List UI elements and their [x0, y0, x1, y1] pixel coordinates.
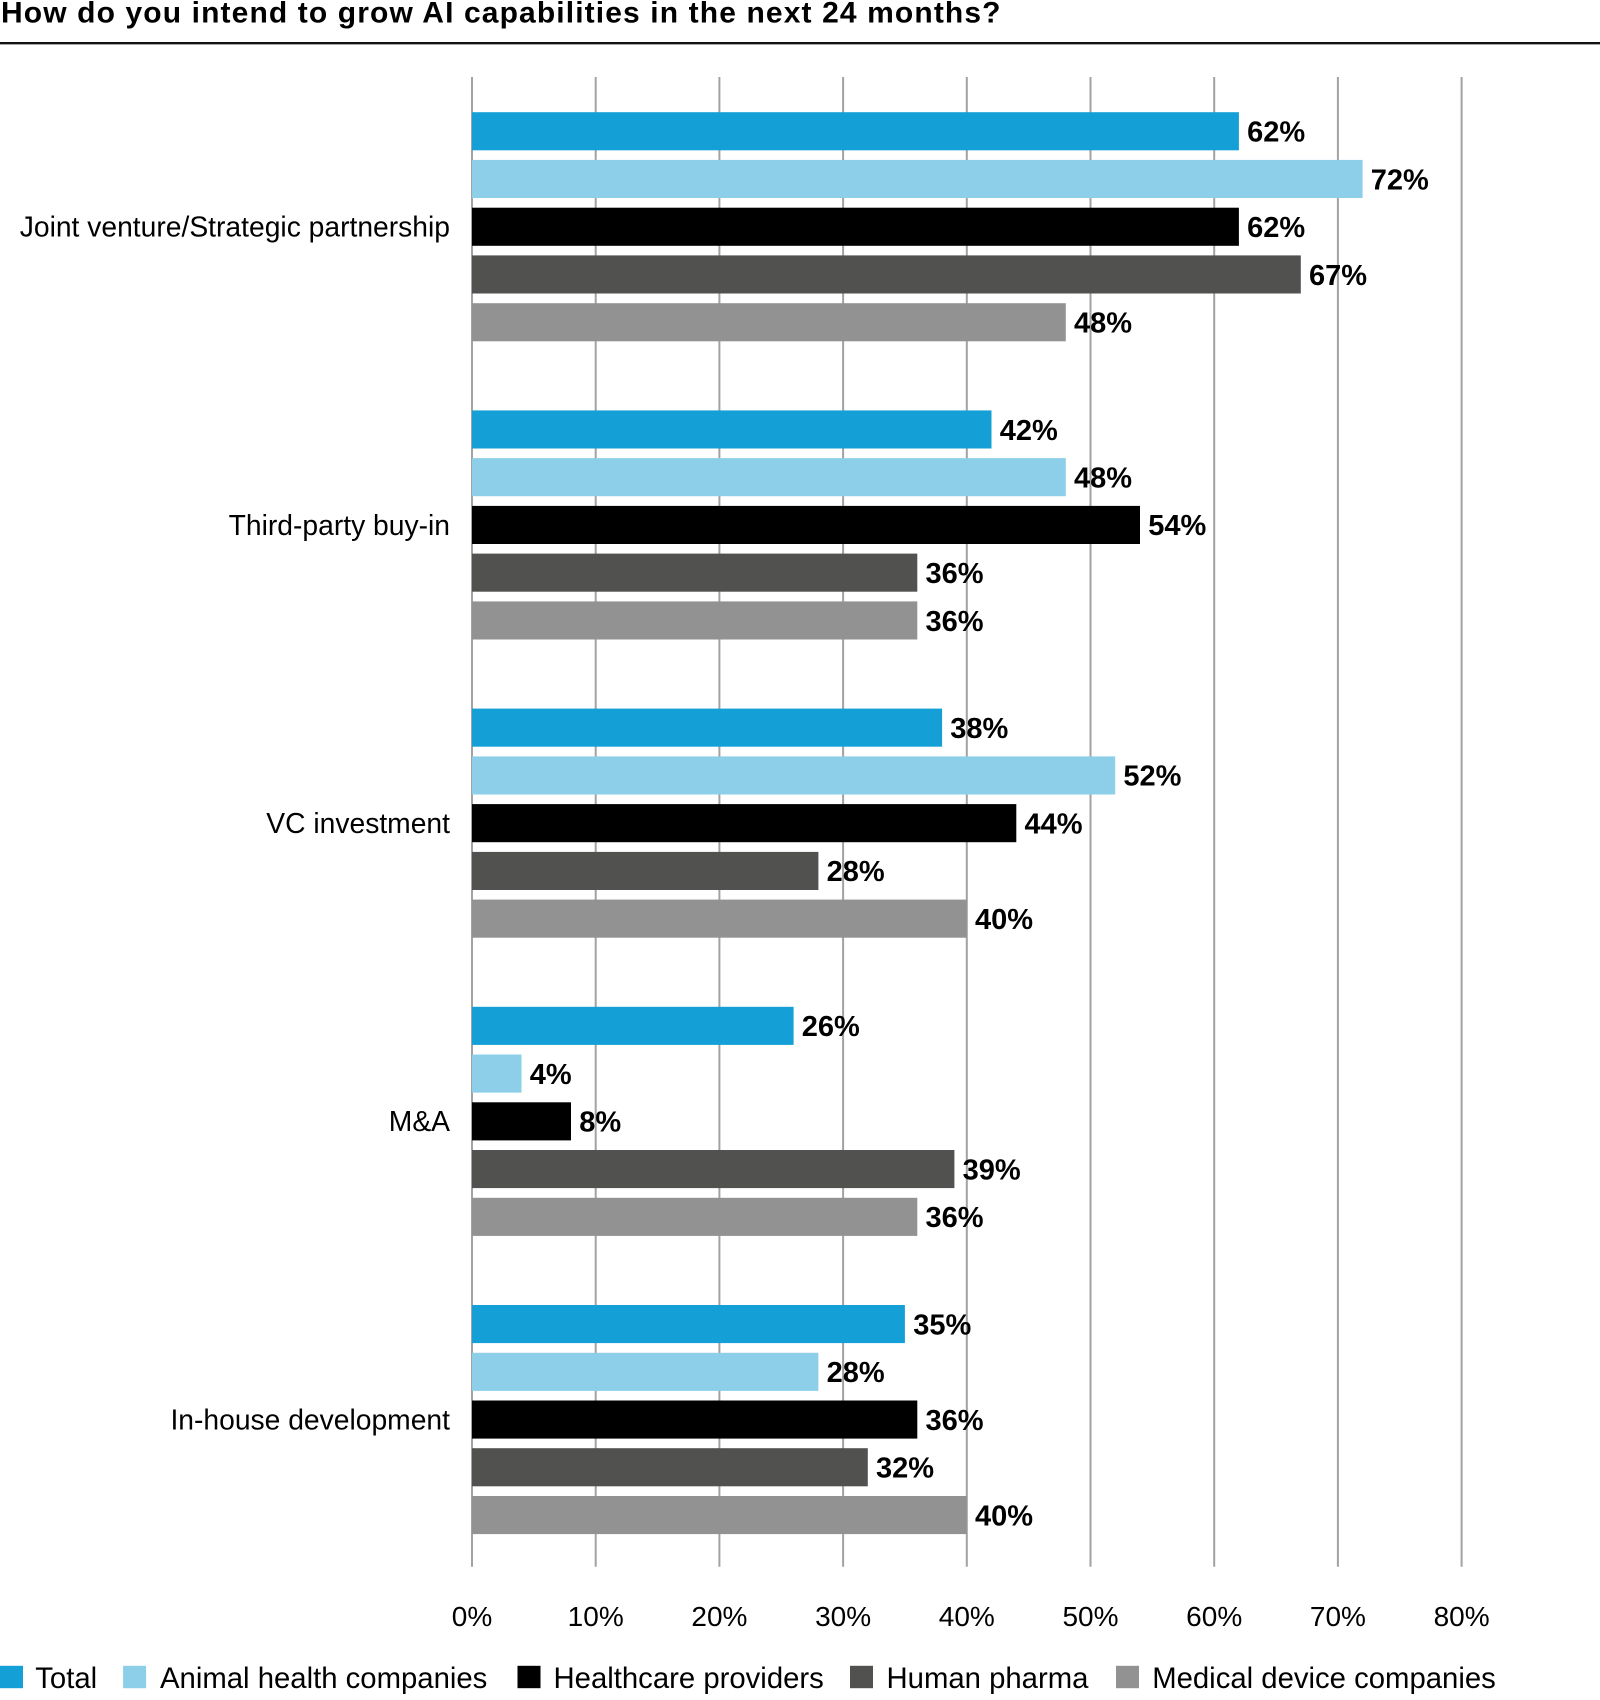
- svg-text:32%: 32%: [876, 1453, 934, 1485]
- svg-text:48%: 48%: [1074, 463, 1132, 495]
- svg-text:40%: 40%: [975, 1500, 1033, 1532]
- svg-text:72%: 72%: [1371, 164, 1429, 196]
- svg-text:62%: 62%: [1247, 212, 1305, 244]
- svg-text:60%: 60%: [1186, 1601, 1242, 1632]
- svg-text:30%: 30%: [815, 1601, 871, 1632]
- svg-text:How do you intend to grow AI c: How do you intend to grow AI capabilitie…: [1, 0, 1002, 29]
- svg-text:40%: 40%: [975, 904, 1033, 936]
- svg-text:38%: 38%: [950, 713, 1008, 745]
- svg-text:36%: 36%: [926, 606, 984, 638]
- svg-text:Healthcare providers: Healthcare providers: [554, 1662, 824, 1695]
- svg-text:Total: Total: [35, 1662, 97, 1695]
- svg-text:8%: 8%: [579, 1107, 621, 1139]
- svg-text:39%: 39%: [963, 1154, 1021, 1186]
- svg-text:Third-party buy-in: Third-party buy-in: [229, 509, 450, 541]
- svg-text:Animal health companies: Animal health companies: [160, 1662, 487, 1695]
- svg-text:70%: 70%: [1310, 1601, 1366, 1632]
- svg-text:35%: 35%: [913, 1309, 971, 1341]
- svg-text:36%: 36%: [926, 1202, 984, 1234]
- svg-text:VC investment: VC investment: [266, 807, 450, 839]
- svg-text:44%: 44%: [1025, 809, 1083, 841]
- svg-text:36%: 36%: [926, 1405, 984, 1437]
- svg-text:Joint venture/Strategic partne: Joint venture/Strategic partnership: [20, 211, 450, 243]
- svg-text:4%: 4%: [530, 1059, 572, 1091]
- svg-text:In-house development: In-house development: [170, 1403, 450, 1435]
- svg-text:54%: 54%: [1148, 510, 1206, 542]
- svg-text:52%: 52%: [1123, 761, 1181, 793]
- svg-text:20%: 20%: [691, 1601, 747, 1632]
- svg-text:40%: 40%: [939, 1601, 995, 1632]
- svg-text:10%: 10%: [568, 1601, 624, 1632]
- svg-text:M&A: M&A: [389, 1105, 450, 1137]
- svg-text:80%: 80%: [1434, 1601, 1490, 1632]
- svg-text:28%: 28%: [827, 856, 885, 888]
- svg-text:0%: 0%: [452, 1601, 492, 1632]
- svg-text:Medical device companies: Medical device companies: [1152, 1662, 1496, 1695]
- svg-text:62%: 62%: [1247, 117, 1305, 149]
- svg-text:48%: 48%: [1074, 308, 1132, 340]
- svg-text:67%: 67%: [1309, 260, 1367, 292]
- svg-text:28%: 28%: [827, 1357, 885, 1389]
- svg-text:42%: 42%: [1000, 415, 1058, 447]
- svg-text:Human pharma: Human pharma: [887, 1662, 1090, 1695]
- svg-text:26%: 26%: [802, 1011, 860, 1043]
- svg-text:36%: 36%: [926, 558, 984, 590]
- svg-text:50%: 50%: [1062, 1601, 1118, 1632]
